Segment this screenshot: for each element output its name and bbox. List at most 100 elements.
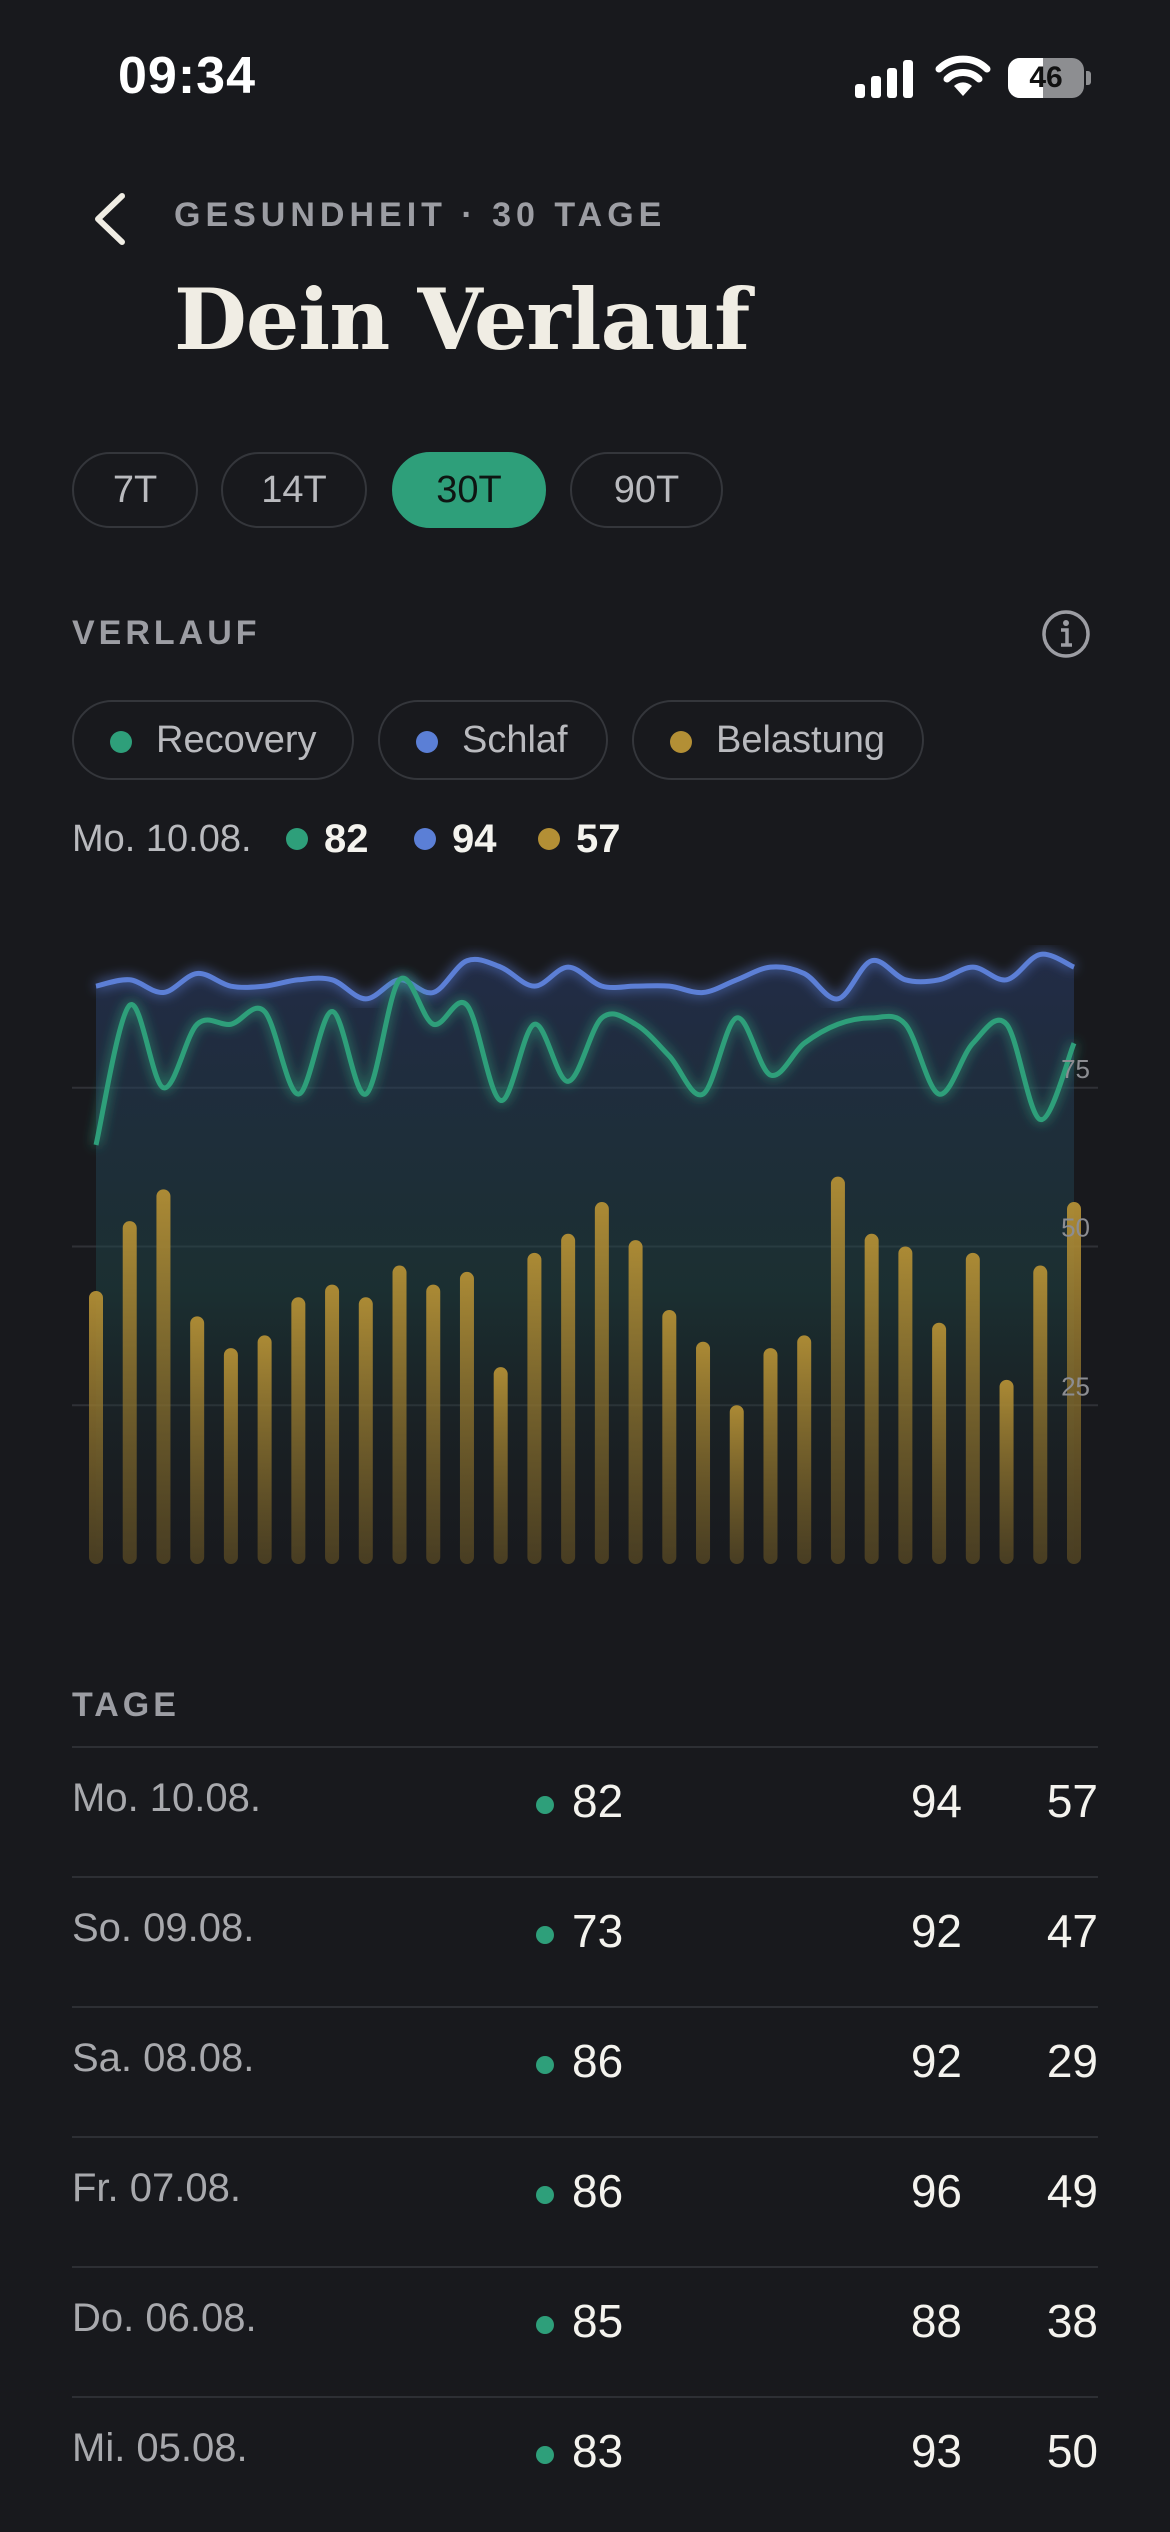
back-chevron-icon[interactable] <box>88 188 134 250</box>
recovery-dot-icon <box>536 2056 554 2074</box>
row-recovery: 82 <box>572 1775 624 1827</box>
row-date: Mo. 10.08. <box>72 1776 262 1820</box>
strain-bar <box>999 1379 1014 1564</box>
table-row[interactable]: Sa. 08.08. 86 92 29 <box>72 2006 1098 2136</box>
sleep-area-fill <box>96 954 1074 1564</box>
strain-bar <box>662 1310 677 1564</box>
strain-bar <box>864 1233 879 1564</box>
row-recovery: 85 <box>572 2295 624 2347</box>
status-time: 09:34 <box>118 47 256 105</box>
row-strain: 50 <box>1046 2425 1098 2477</box>
recovery-dot-icon <box>286 828 308 850</box>
strain-bar <box>426 1284 441 1564</box>
strain-bar <box>763 1348 778 1564</box>
row-date: So. 09.08. <box>72 1906 255 1950</box>
row-strain: 57 <box>1046 1775 1098 1827</box>
y-tick-label: 25 <box>1061 1371 1090 1401</box>
table-row[interactable]: Mi. 05.08. 83 93 50 <box>72 2396 1098 2526</box>
recovery-dot-icon <box>536 2316 554 2334</box>
readout-sleep: 94 <box>452 817 497 861</box>
strain-bar <box>459 1271 474 1564</box>
row-date: Fr. 07.08. <box>72 2166 241 2210</box>
period-chip-14t[interactable]: 14T <box>221 452 367 528</box>
strain-bar <box>729 1405 744 1564</box>
strain-bar <box>628 1240 643 1564</box>
row-strain: 29 <box>1046 2035 1098 2087</box>
legend-chip-sleep[interactable]: Schlaf <box>378 700 608 780</box>
strain-bar <box>257 1335 272 1564</box>
strain-bar <box>898 1246 913 1564</box>
strain-bar <box>122 1221 137 1564</box>
row-recovery: 83 <box>572 2425 624 2477</box>
row-date: Mi. 05.08. <box>72 2426 248 2470</box>
legend-chip-recovery[interactable]: Recovery <box>72 700 354 780</box>
row-recovery: 73 <box>572 1905 624 1957</box>
table-row[interactable]: Fr. 07.08. 86 96 49 <box>72 2136 1098 2266</box>
strain-bar <box>325 1284 340 1564</box>
readout-strain: 57 <box>576 817 621 861</box>
period-chip-30t[interactable]: 30T <box>392 452 546 528</box>
sleep-series-line <box>95 951 1076 1002</box>
page-title: Dein Verlauf <box>174 270 750 369</box>
strain-bar <box>291 1297 306 1564</box>
row-sleep: 88 <box>910 2295 962 2347</box>
row-date: Sa. 08.08. <box>72 2036 255 2080</box>
sleep-dot-icon <box>416 731 438 753</box>
row-strain: 49 <box>1046 2165 1098 2217</box>
recovery-dot-icon <box>536 1796 554 1814</box>
row-sleep: 93 <box>910 2425 962 2477</box>
strain-bar <box>223 1348 238 1564</box>
readout-recovery: 82 <box>324 817 369 861</box>
period-chip-7t[interactable]: 7T <box>72 452 198 528</box>
strain-bar <box>797 1335 812 1564</box>
strain-bar <box>1033 1265 1048 1564</box>
strain-bar <box>830 1176 845 1564</box>
row-sleep: 92 <box>910 2035 962 2087</box>
strain-bar <box>932 1322 947 1564</box>
strain-bar <box>1067 1202 1081 1564</box>
row-sleep: 92 <box>910 1905 962 1957</box>
table-row[interactable]: Mo. 10.08. 82 94 57 <box>72 1746 1098 1876</box>
strain-bar <box>358 1297 373 1564</box>
section-kicker: GESUNDHEIT · 30 TAGE <box>174 196 667 234</box>
row-recovery: 86 <box>572 2165 624 2217</box>
row-recovery: 86 <box>572 2035 624 2087</box>
trend-section-label: VERLAUF <box>72 614 261 652</box>
recovery-dot-icon <box>536 2186 554 2204</box>
period-chip-90t[interactable]: 90T <box>570 452 723 528</box>
battery-icon: 46 <box>1008 58 1091 98</box>
sleep-dot-icon <box>414 828 436 850</box>
info-icon[interactable] <box>1040 608 1092 660</box>
table-row[interactable]: So. 09.08. 73 92 47 <box>72 1876 1098 2006</box>
y-tick-label: 75 <box>1061 1054 1090 1084</box>
strain-bar <box>594 1202 609 1564</box>
strain-dot-icon <box>538 828 560 850</box>
strain-bar <box>696 1341 711 1564</box>
row-strain: 47 <box>1046 1905 1098 1957</box>
trend-chart[interactable]: 25 50 75 <box>0 900 1170 1600</box>
strain-bar <box>190 1316 205 1564</box>
recovery-dot-icon <box>110 731 132 753</box>
row-strain: 38 <box>1046 2295 1098 2347</box>
battery-percent: 46 <box>1029 61 1063 94</box>
strain-bar <box>89 1290 103 1564</box>
table-row[interactable]: Do. 06.08. 85 88 38 <box>72 2266 1098 2396</box>
readout-date: Mo. 10.08. <box>72 818 252 860</box>
strain-bar <box>965 1252 980 1564</box>
recovery-series-line <box>93 975 1077 1146</box>
recovery-dot-icon <box>536 1926 554 1944</box>
strain-bar <box>527 1252 542 1564</box>
days-section-label: TAGE <box>72 1686 180 1724</box>
strain-bar <box>392 1265 407 1564</box>
recovery-dot-icon <box>536 2446 554 2464</box>
strain-bar <box>156 1189 171 1564</box>
row-date: Do. 06.08. <box>72 2296 257 2340</box>
row-sleep: 94 <box>910 1775 962 1827</box>
strain-bar <box>493 1367 508 1564</box>
wifi-icon <box>935 55 991 96</box>
cellular-signal-icon <box>855 58 915 98</box>
y-tick-label: 50 <box>1061 1213 1090 1243</box>
strain-dot-icon <box>670 731 692 753</box>
legend-chip-strain[interactable]: Belastung <box>632 700 924 780</box>
row-sleep: 96 <box>910 2165 962 2217</box>
